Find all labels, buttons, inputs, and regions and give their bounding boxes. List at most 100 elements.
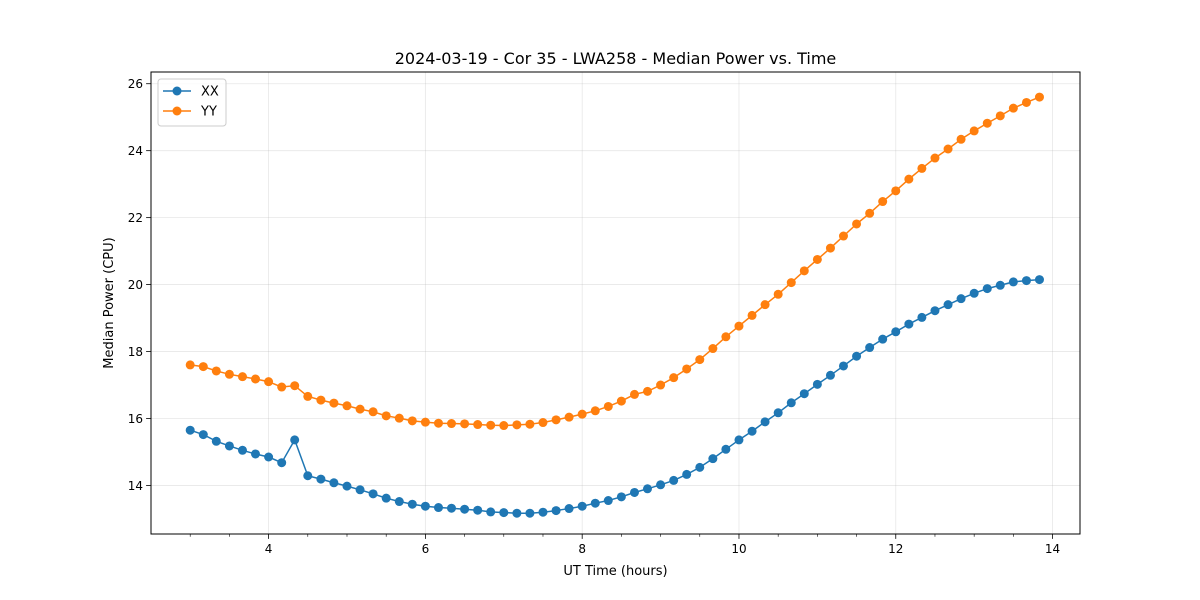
- data-point-yy: [1021, 97, 1031, 107]
- data-point-xx: [277, 458, 287, 468]
- y-tick-label: 18: [128, 345, 143, 359]
- y-tick-label: 24: [128, 144, 143, 158]
- data-point-xx: [251, 449, 260, 459]
- data-point-yy: [1034, 92, 1044, 102]
- data-point-xx: [799, 389, 809, 399]
- data-point-yy: [734, 321, 744, 331]
- data-point-yy: [290, 381, 300, 391]
- data-point-xx: [969, 288, 979, 298]
- x-tick-label: 10: [731, 542, 746, 556]
- data-point-yy: [995, 111, 1005, 121]
- data-point-yy: [747, 310, 757, 320]
- series-xx: [185, 275, 1044, 518]
- data-point-yy: [303, 391, 313, 401]
- legend: XX YY: [157, 78, 227, 127]
- plot-frame: [150, 71, 1081, 535]
- data-point-xx: [303, 471, 313, 481]
- data-point-xx: [904, 319, 914, 329]
- data-point-xx: [329, 478, 339, 488]
- data-point-yy: [486, 420, 496, 430]
- data-point-yy: [381, 411, 391, 421]
- data-point-xx: [342, 481, 352, 491]
- data-point-xx: [695, 462, 705, 472]
- data-point-xx: [420, 501, 430, 511]
- data-point-xx: [1021, 276, 1031, 286]
- data-point-xx: [812, 379, 822, 389]
- x-tick-label: 8: [578, 542, 586, 556]
- series-yy: [185, 92, 1044, 431]
- x-tick-label: 14: [1045, 542, 1060, 556]
- data-point-yy: [904, 174, 914, 184]
- data-point-xx: [747, 426, 757, 436]
- data-point-yy: [982, 118, 992, 128]
- data-point-xx: [943, 300, 953, 310]
- data-point-yy: [669, 373, 679, 383]
- data-point-xx: [786, 398, 796, 408]
- data-point-yy: [930, 153, 940, 163]
- data-point-xx: [185, 425, 195, 435]
- data-point-yy: [721, 332, 731, 342]
- legend-swatch-yy-marker: [172, 106, 182, 116]
- data-point-xx: [590, 498, 600, 508]
- data-point-yy: [917, 163, 927, 173]
- data-point-xx: [224, 441, 234, 451]
- data-point-yy: [564, 412, 574, 422]
- data-point-yy: [420, 417, 430, 427]
- data-point-xx: [865, 343, 875, 353]
- data-point-yy: [786, 278, 796, 288]
- y-axis-label: Median Power (CPU): [102, 237, 117, 368]
- data-point-xx: [642, 484, 652, 494]
- x-tick-label: 6: [422, 542, 430, 556]
- data-point-yy: [185, 360, 195, 370]
- y-tick-label: 22: [128, 211, 143, 225]
- data-point-yy: [538, 418, 548, 428]
- data-point-xx: [1034, 275, 1044, 285]
- y-tick-label: 26: [128, 77, 143, 91]
- data-point-xx: [381, 493, 391, 503]
- data-point-yy: [1008, 103, 1018, 113]
- data-point-yy: [394, 413, 404, 423]
- data-point-yy: [603, 401, 613, 411]
- data-point-xx: [838, 361, 848, 371]
- data-point-xx: [760, 417, 770, 427]
- x-tick-label: 4: [265, 542, 273, 556]
- data-point-xx: [264, 452, 274, 462]
- data-point-xx: [878, 334, 888, 344]
- data-point-yy: [878, 197, 888, 207]
- data-point-xx: [629, 487, 639, 497]
- data-point-xx: [551, 506, 561, 516]
- data-point-yy: [355, 404, 365, 414]
- data-point-xx: [499, 508, 509, 518]
- data-point-xx: [708, 454, 718, 464]
- legend-label-yy: YY: [200, 105, 217, 120]
- data-point-xx: [538, 507, 548, 517]
- data-point-yy: [368, 407, 378, 417]
- data-point-xx: [995, 280, 1005, 290]
- data-point-yy: [629, 389, 639, 399]
- data-point-yy: [551, 415, 561, 425]
- data-point-xx: [525, 508, 535, 518]
- data-point-xx: [433, 503, 443, 513]
- data-point-xx: [682, 469, 692, 479]
- data-point-yy: [642, 386, 652, 396]
- y-tick-label: 20: [128, 278, 143, 292]
- data-point-yy: [969, 126, 979, 136]
- data-point-xx: [616, 492, 626, 502]
- data-point-yy: [708, 344, 718, 354]
- data-point-xx: [446, 503, 456, 513]
- data-point-xx: [852, 351, 862, 361]
- data-point-xx: [656, 480, 666, 490]
- data-point-yy: [956, 134, 966, 144]
- data-point-yy: [251, 374, 260, 384]
- data-point-yy: [812, 254, 822, 264]
- chart-title: 2024-03-19 - Cor 35 - LWA258 - Median Po…: [395, 49, 837, 68]
- data-point-xx: [198, 430, 208, 440]
- data-point-xx: [669, 475, 679, 485]
- data-point-xx: [460, 504, 470, 514]
- data-point-yy: [446, 419, 456, 429]
- data-point-yy: [499, 421, 509, 431]
- data-point-yy: [277, 382, 287, 392]
- data-point-xx: [237, 445, 247, 455]
- data-point-xx: [355, 485, 365, 495]
